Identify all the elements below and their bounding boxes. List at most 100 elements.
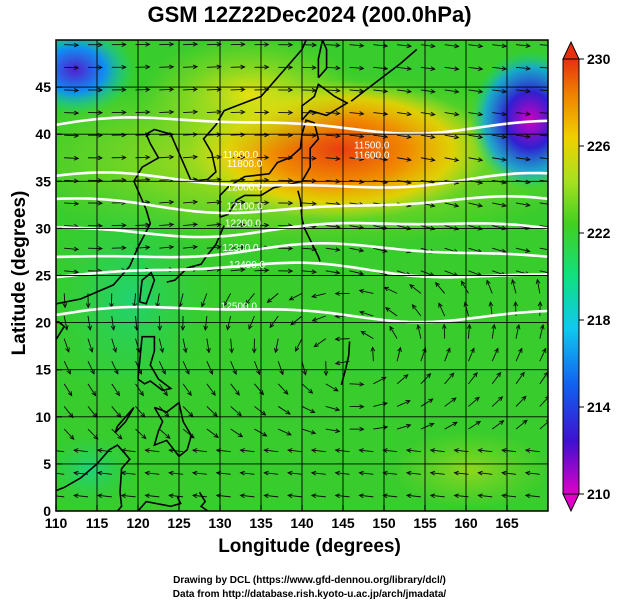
wind-vector-head: [406, 225, 412, 231]
wind-vector-head: [168, 493, 174, 499]
wind-vector: [63, 338, 70, 353]
wind-vector: [492, 247, 506, 253]
wind-vector-head: [240, 245, 246, 250]
wind-vector: [468, 44, 483, 47]
wind-vector-head: [121, 222, 127, 228]
wind-vector: [156, 293, 160, 308]
wind-vector-head: [475, 420, 482, 426]
wind-vector: [295, 338, 303, 352]
wind-vector-head: [206, 348, 211, 354]
wind-vector: [478, 472, 493, 475]
wind-vector: [230, 179, 245, 181]
wind-vector: [325, 270, 340, 274]
wind-vector: [397, 66, 412, 70]
wind-vector-head: [261, 410, 267, 416]
wind-vector: [384, 286, 398, 294]
wind-vector-head: [334, 291, 340, 296]
wind-vector: [515, 372, 525, 385]
wind-vector-head: [416, 323, 421, 330]
wind-vector: [64, 157, 79, 159]
wind-vector: [206, 156, 221, 159]
wind-vector: [288, 449, 303, 453]
wind-vector-head: [144, 493, 150, 499]
wind-vector-head: [384, 307, 391, 312]
wind-vector: [539, 66, 548, 69]
wind-vector: [430, 472, 445, 475]
wind-vector-head: [335, 88, 341, 93]
wind-vector-head: [550, 89, 554, 93]
wind-vector: [230, 269, 245, 272]
colorbar-tick-label: 222: [587, 225, 611, 241]
wind-vector-head: [311, 317, 318, 322]
wind-vector-head: [117, 434, 123, 440]
wind-vector: [373, 89, 388, 92]
wind-vector: [192, 449, 207, 453]
wind-vector: [216, 494, 231, 498]
wind-vector: [373, 44, 388, 47]
wind-vector-head: [430, 202, 436, 208]
wind-vector: [223, 293, 232, 306]
wind-vector-head: [335, 247, 341, 252]
wind-vector-head: [521, 395, 527, 401]
wind-vector-head: [311, 42, 318, 48]
wind-vector: [111, 338, 117, 353]
wind-vector: [301, 247, 316, 250]
wind-vector-head: [73, 493, 79, 499]
wind-vector-head: [477, 89, 484, 94]
wind-vector-head: [358, 448, 364, 453]
wind-vector: [325, 134, 340, 137]
wind-vector-head: [264, 64, 270, 70]
lat-lon-grid: [56, 40, 548, 511]
wind-vector: [87, 361, 95, 375]
wind-vector-head: [141, 434, 147, 440]
wind-vector-head: [370, 346, 376, 352]
wind-vector-head: [359, 381, 365, 387]
wind-vector-head: [121, 245, 127, 251]
wind-vector: [539, 324, 544, 339]
wind-vector: [373, 134, 388, 138]
wind-vector-head: [499, 420, 505, 425]
wind-vector-head: [334, 336, 340, 342]
wind-vector: [492, 44, 507, 47]
wind-vector: [491, 348, 499, 362]
wind-vector-head: [359, 43, 365, 48]
wind-vector-head: [169, 64, 175, 70]
coastline: [219, 119, 320, 218]
wind-vector-head: [335, 428, 341, 434]
wind-vector-head: [454, 111, 460, 117]
wind-vector: [515, 396, 527, 407]
wind-vector: [349, 225, 364, 229]
wind-vector: [64, 247, 79, 250]
coastline: [340, 341, 351, 386]
wind-vector-head: [406, 157, 412, 162]
wind-vector: [486, 280, 493, 294]
colorbar-tick-label: 214: [587, 399, 611, 415]
wind-vector: [468, 396, 480, 407]
wind-vector-head: [121, 110, 127, 115]
wind-vector-head: [191, 448, 198, 453]
wind-vector-head: [62, 303, 68, 309]
coastline: [56, 320, 66, 341]
wind-vector: [87, 406, 98, 418]
coastline: [166, 225, 225, 283]
wind-vector: [56, 450, 65, 453]
wind-vector-head: [287, 110, 294, 115]
wind-vector-head: [168, 109, 175, 115]
wind-vector-head: [477, 493, 483, 499]
wind-vector-head: [525, 111, 531, 117]
wind-vector-head: [405, 493, 412, 499]
wind-vector: [64, 66, 79, 69]
wind-vector: [216, 449, 231, 453]
wind-vector-head: [311, 65, 318, 71]
wind-vector: [111, 428, 123, 440]
wind-vector-head: [497, 396, 504, 402]
wind-vector-head: [549, 157, 553, 161]
wind-vector-head: [251, 348, 257, 354]
wind-vector-head: [73, 65, 80, 71]
wind-vector-head: [73, 269, 80, 275]
wind-vector-head: [428, 398, 434, 404]
wind-vector-head: [430, 43, 436, 49]
x-tick-label: 160: [454, 515, 478, 531]
wind-vector-head: [192, 222, 199, 227]
wind-vector: [539, 44, 548, 46]
